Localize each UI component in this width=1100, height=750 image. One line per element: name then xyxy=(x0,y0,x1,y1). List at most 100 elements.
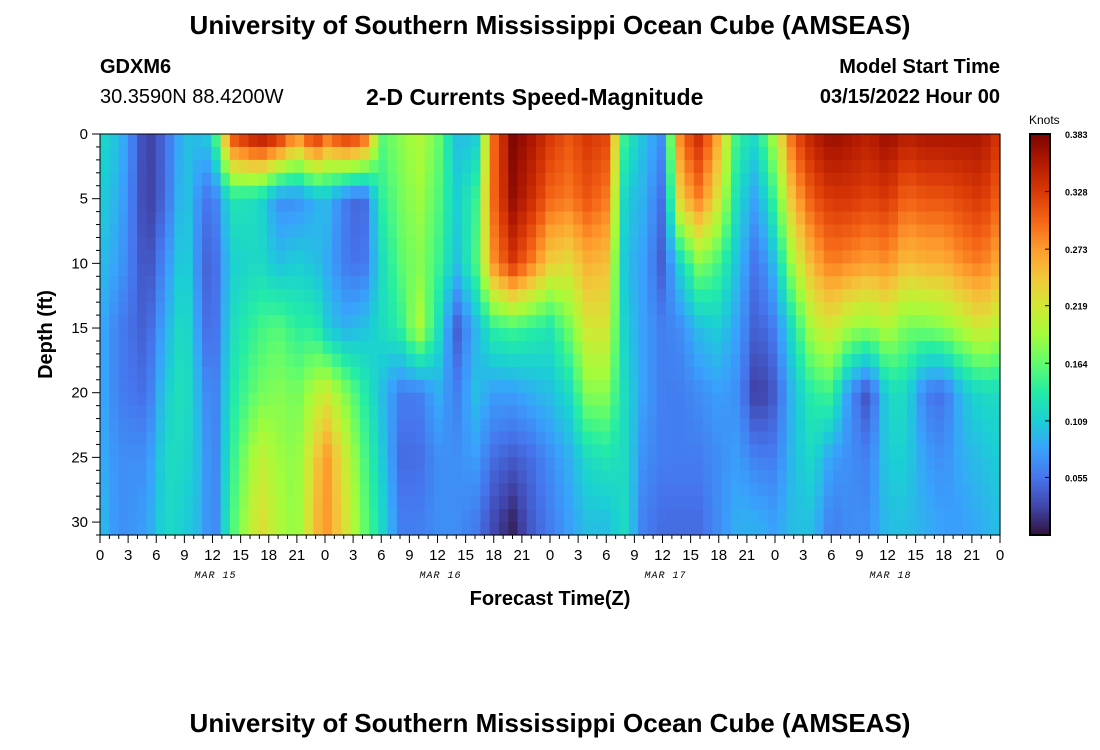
heatmap-cell xyxy=(415,328,426,342)
heatmap-cell xyxy=(582,496,593,510)
heatmap-cell xyxy=(443,315,454,329)
heatmap-cell xyxy=(146,379,157,394)
y-tick-label: 30 xyxy=(71,514,88,531)
heatmap-cell xyxy=(146,509,157,523)
heatmap-cell xyxy=(619,470,630,484)
heatmap-cell xyxy=(313,172,324,187)
heatmap-cell xyxy=(703,276,713,290)
heatmap-cell xyxy=(536,470,546,484)
heatmap-cell xyxy=(981,146,992,161)
heatmap-cell xyxy=(508,198,519,213)
heatmap-cell xyxy=(331,470,342,484)
heatmap-cell xyxy=(202,353,212,368)
heatmap-cell xyxy=(879,444,890,458)
heatmap-cell xyxy=(601,379,611,394)
x-tick-label: 18 xyxy=(485,547,502,564)
heatmap-cell xyxy=(471,340,482,355)
y-tick-label: 25 xyxy=(71,449,88,466)
heatmap-cell xyxy=(202,146,212,161)
heatmap-cell xyxy=(823,315,834,329)
heatmap-cell xyxy=(211,185,222,200)
heatmap-cell xyxy=(109,237,120,252)
heatmap-cell xyxy=(665,366,676,381)
heatmap-cell xyxy=(916,237,927,252)
heatmap-cell xyxy=(786,224,797,239)
heatmap-cell xyxy=(665,340,676,355)
heatmap-cell xyxy=(109,405,120,420)
heatmap-cell xyxy=(665,198,676,213)
heatmap-cell xyxy=(638,250,649,264)
heatmap-cell xyxy=(684,263,695,277)
heatmap-cell xyxy=(823,134,834,148)
heatmap-cell xyxy=(155,470,166,484)
heatmap-cell xyxy=(257,237,268,252)
heatmap-cell xyxy=(944,134,955,148)
heatmap-cell xyxy=(721,522,732,536)
heatmap-cell xyxy=(563,224,574,239)
heatmap-cell xyxy=(220,134,231,148)
heatmap-cell xyxy=(164,276,175,290)
heatmap-cell xyxy=(601,457,611,471)
heatmap-cell xyxy=(192,276,203,290)
heatmap-cell xyxy=(897,457,908,471)
heatmap-cell xyxy=(870,509,880,523)
heatmap-cell xyxy=(962,263,973,277)
heatmap-cell xyxy=(842,522,853,536)
heatmap-cell xyxy=(452,522,463,536)
heatmap-cell xyxy=(953,353,964,368)
heatmap-cell xyxy=(656,276,667,290)
heatmap-cell xyxy=(508,366,519,381)
heatmap-cell xyxy=(591,379,602,394)
heatmap-cell xyxy=(619,302,630,316)
heatmap-cell xyxy=(935,496,945,510)
heatmap-cell xyxy=(322,302,333,316)
heatmap-cell xyxy=(591,224,602,239)
heatmap-cell xyxy=(610,328,621,342)
heatmap-cell xyxy=(517,418,528,433)
heatmap-cell xyxy=(582,315,593,329)
heatmap-cell xyxy=(563,302,574,316)
heatmap-cell xyxy=(257,522,268,536)
heatmap-cell xyxy=(406,250,417,264)
heatmap-cell xyxy=(137,250,147,264)
heatmap-cell xyxy=(972,146,983,161)
heatmap-cell xyxy=(740,276,751,290)
heatmap-cell xyxy=(452,159,463,174)
heatmap-cell xyxy=(675,198,686,213)
heatmap-cell xyxy=(953,185,964,200)
heatmap-cell xyxy=(944,483,955,497)
heatmap-cell xyxy=(406,392,417,407)
heatmap-cell xyxy=(749,405,760,420)
heatmap-cell xyxy=(990,302,1001,316)
heatmap-cell xyxy=(526,289,537,303)
heatmap-cell xyxy=(684,431,695,446)
heatmap-cell xyxy=(777,444,788,458)
heatmap-cell xyxy=(526,172,537,187)
heatmap-cell xyxy=(712,328,723,342)
heatmap-cell xyxy=(526,315,537,329)
heatmap-cell xyxy=(907,379,918,394)
heatmap-cell xyxy=(805,172,816,187)
heatmap-cell xyxy=(916,405,927,420)
heatmap-cell xyxy=(888,250,899,264)
heatmap-cell xyxy=(489,483,500,497)
heatmap-cell xyxy=(341,340,352,355)
heatmap-cell xyxy=(925,172,936,187)
heatmap-cell xyxy=(795,250,806,264)
heatmap-cell xyxy=(378,276,389,290)
heatmap-cell xyxy=(610,470,621,484)
heatmap-cell xyxy=(536,315,546,329)
heatmap-cell xyxy=(155,237,166,252)
heatmap-cell xyxy=(406,340,417,355)
heatmap-cell xyxy=(434,366,444,381)
heatmap-cell xyxy=(498,198,509,213)
heatmap-cell xyxy=(647,198,658,213)
heatmap-cell xyxy=(155,353,166,368)
heatmap-cell xyxy=(888,457,899,471)
heatmap-cell xyxy=(322,353,333,368)
heatmap-cell xyxy=(461,392,472,407)
heatmap-cell xyxy=(434,379,444,394)
heatmap-cell xyxy=(415,224,426,239)
heatmap-cell xyxy=(202,276,212,290)
heatmap-cell xyxy=(953,496,964,510)
